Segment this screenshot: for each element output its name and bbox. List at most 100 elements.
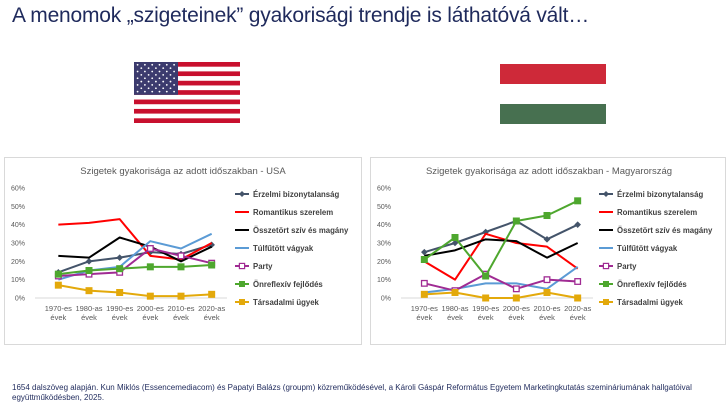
flag-star — [147, 73, 150, 76]
data-point — [543, 289, 551, 296]
data-point — [420, 279, 428, 287]
legend-label: Túlfűtött vágyak — [253, 244, 314, 253]
data-point — [420, 290, 428, 298]
y-tick-label: 30% — [377, 241, 391, 248]
flag-star — [140, 73, 143, 76]
legend-label: Érzelmi bizonytalanság — [253, 190, 339, 199]
data-point — [177, 292, 185, 300]
y-tick-label: 60% — [11, 186, 25, 193]
legend-marker — [239, 281, 245, 287]
series-line — [58, 247, 212, 277]
data-point — [451, 234, 459, 241]
x-tick-label: 1970-es évek — [45, 304, 72, 322]
flag-star — [144, 63, 146, 66]
flag-star — [136, 84, 139, 86]
flag-star — [140, 67, 143, 70]
data-point — [116, 289, 124, 296]
legend-label: Társadalmi ügyek — [617, 298, 684, 307]
legend-marker — [602, 262, 610, 270]
flag-stripe — [134, 90, 240, 96]
flag-star — [155, 87, 157, 90]
flag-stripe — [134, 118, 240, 123]
series-line — [424, 238, 579, 259]
flag-star — [158, 90, 161, 93]
y-tick-label: 0% — [15, 296, 25, 303]
legend-marker — [603, 299, 609, 305]
legend-marker — [238, 262, 246, 270]
data-point — [420, 256, 428, 263]
chart-hungary-svg: Szigetek gyakorisága az adott időszakban… — [377, 166, 713, 322]
flag-stripe — [134, 62, 240, 67]
y-tick-label: 10% — [377, 277, 391, 284]
legend-label: Társadalmi ügyek — [253, 298, 320, 307]
flag-star — [136, 77, 139, 80]
y-tick-label: 30% — [11, 241, 25, 248]
flag-star — [169, 73, 172, 76]
x-tick-label: 2020-as évek — [564, 304, 591, 322]
data-point — [116, 254, 123, 261]
data-point — [451, 239, 459, 247]
flag-star — [162, 80, 165, 83]
data-point — [574, 197, 582, 205]
legend-label: Romantikus szerelem — [617, 208, 697, 217]
flag-star — [162, 87, 165, 90]
data-point — [574, 221, 581, 228]
series-line — [423, 199, 579, 277]
hungary-flag — [500, 64, 606, 124]
flag-star — [165, 77, 168, 80]
legend-marker — [603, 191, 609, 197]
flag-stripe — [134, 80, 240, 86]
data-point — [482, 272, 490, 280]
data-point — [146, 292, 154, 300]
flag-star — [155, 80, 157, 83]
data-point — [574, 294, 582, 302]
flag-star — [144, 90, 146, 93]
flag-star — [140, 80, 143, 83]
flag-star — [147, 80, 150, 83]
series-line — [424, 273, 578, 292]
flag-star — [136, 63, 139, 66]
data-point — [208, 290, 216, 298]
flag-star — [169, 80, 172, 83]
x-tick-label: 1990-es évek — [106, 304, 133, 322]
x-tick-label: 2020-as évek — [198, 304, 225, 322]
y-tick-label: 40% — [377, 222, 391, 229]
series-line — [423, 232, 579, 281]
data-point — [482, 294, 490, 302]
flag-star — [158, 77, 161, 80]
y-tick-label: 20% — [377, 259, 391, 266]
legend-label: Önreflexív fejlődés — [617, 280, 687, 289]
legend-marker — [603, 281, 609, 287]
y-tick-label: 50% — [377, 204, 391, 211]
series-line — [58, 284, 212, 298]
data-point — [208, 261, 216, 269]
flag-stripe — [134, 94, 240, 100]
legend-label: Önreflexív fejlődés — [253, 280, 323, 289]
data-point — [512, 285, 520, 293]
flag-star — [144, 84, 146, 86]
x-tick-label: 2000-es évek — [503, 304, 530, 322]
flag-star — [173, 70, 175, 73]
flag-band — [500, 64, 606, 84]
x-tick-label: 2010-es évek — [167, 304, 194, 322]
series-line — [58, 264, 212, 276]
legend-label: Party — [253, 262, 273, 271]
flag-star — [151, 63, 154, 66]
flag-star — [158, 84, 161, 86]
data-point — [482, 228, 489, 236]
slide-title: A menomok „szigeteinek” gyakorisági tren… — [12, 4, 590, 27]
series-line — [58, 236, 213, 263]
flag-star — [165, 63, 168, 66]
y-tick-label: 0% — [381, 296, 391, 303]
flag-star — [151, 84, 154, 86]
data-point — [146, 263, 154, 271]
data-point — [451, 289, 459, 296]
usa-flag — [134, 62, 240, 123]
flag-star — [165, 90, 168, 93]
x-tick-label: 2000-es évek — [137, 304, 164, 322]
flag-star — [155, 73, 157, 76]
flag-stripe — [134, 66, 240, 72]
flag-stripe — [134, 71, 240, 77]
y-tick-label: 60% — [377, 186, 391, 193]
data-point — [146, 245, 154, 252]
